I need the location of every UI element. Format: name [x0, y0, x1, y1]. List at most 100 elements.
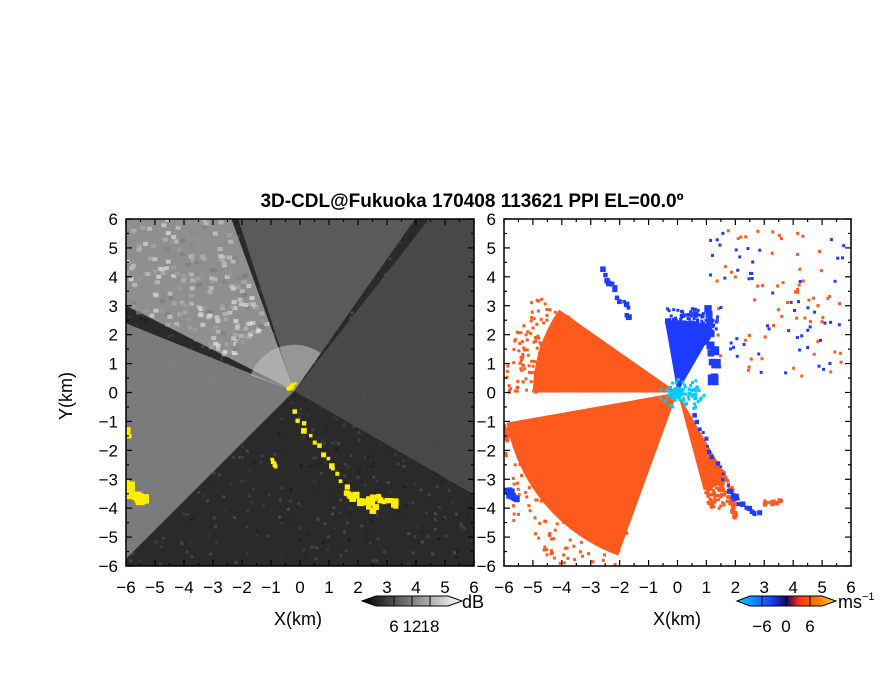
cloud-pixel — [176, 248, 182, 253]
velocity-pixel — [686, 317, 690, 321]
noise-pixel — [388, 491, 392, 495]
velocity-pixel — [520, 473, 524, 477]
cloud-pixel — [222, 312, 228, 317]
velocity-sector — [506, 392, 678, 556]
yellow-echo — [139, 494, 149, 504]
velocity-pixel — [545, 318, 549, 322]
approaching-echo — [623, 301, 630, 308]
velocity-pixel — [539, 369, 543, 373]
velocity-pixel — [555, 443, 559, 447]
velocity-pixel — [706, 493, 710, 497]
velocity-pixel — [551, 356, 555, 360]
noise-pixel — [339, 553, 343, 557]
noise-pixel — [330, 512, 334, 516]
noise-pixel — [266, 534, 270, 538]
velocity-pixel — [508, 433, 512, 437]
noise-pixel — [376, 537, 380, 541]
yellow-echo — [366, 497, 371, 502]
near-zero-pixel — [696, 400, 700, 404]
approaching-echo — [614, 295, 620, 301]
velocity-pixel — [531, 424, 535, 428]
velocity-pixel — [509, 423, 513, 427]
velocity-pixel — [554, 441, 558, 445]
velocity-pixel — [545, 442, 549, 446]
y-tick-label: 3 — [487, 297, 496, 316]
noise-pixel — [433, 528, 437, 532]
scatter-echo — [796, 252, 800, 256]
cloud-pixel — [159, 237, 165, 242]
cloud-pixel — [229, 304, 235, 309]
cloud-pixel — [235, 323, 241, 328]
scatter-echo — [803, 316, 807, 320]
noise-pixel — [372, 475, 376, 479]
velocity-pixel — [542, 548, 546, 552]
cloud-pixel — [228, 329, 234, 334]
cloud-pixel — [131, 229, 137, 234]
velocity-pixel — [547, 379, 551, 383]
near-zero-pixel — [663, 399, 667, 403]
cloud-pixel — [230, 286, 236, 291]
noise-pixel — [240, 444, 244, 448]
scatter-echo — [820, 320, 824, 324]
noise-pixel — [249, 500, 253, 504]
noise-pixel — [394, 453, 398, 457]
cloud-pixel — [188, 272, 194, 277]
approaching-echo — [711, 358, 721, 369]
scatter-echo — [759, 370, 763, 374]
noise-pixel — [336, 547, 340, 551]
noise-pixel — [363, 454, 367, 458]
velocity-pixel — [552, 537, 556, 541]
cloud-pixel — [201, 306, 207, 311]
reflectivity-colorbar-ticks: 6 12 18 — [389, 596, 439, 636]
velocity-pixel — [580, 524, 584, 528]
velocity-pixel — [587, 552, 591, 556]
noise-pixel — [366, 455, 370, 459]
noise-pixel — [290, 401, 294, 405]
velocity-pixel — [718, 484, 722, 488]
cloud-pixel — [220, 304, 226, 309]
scatter-echo — [771, 230, 775, 234]
noise-pixel — [373, 452, 377, 456]
cloud-pixel — [165, 219, 171, 222]
cloud-pixel — [97, 290, 102, 294]
velocity-pixel — [703, 475, 707, 479]
cloud-pixel — [179, 300, 185, 305]
scatter-echo — [792, 366, 796, 370]
cloud-pixel — [243, 326, 249, 331]
velocity-pixel — [560, 325, 564, 329]
noise-pixel — [220, 357, 224, 361]
velocity-pixel — [719, 475, 723, 479]
velocity-pixel — [701, 321, 705, 325]
x-tick-label: 2 — [731, 578, 740, 597]
velocity-pixel — [562, 448, 566, 452]
velocity-pixel — [689, 310, 693, 314]
cloud-pixel — [136, 310, 142, 315]
cloud-pixel — [157, 266, 163, 271]
yellow-echo — [387, 498, 393, 504]
noise-pixel — [370, 486, 374, 490]
velocity-pixel — [709, 487, 713, 491]
cloud-pixel — [188, 243, 194, 248]
noise-pixel — [245, 508, 249, 512]
velocity-pixel — [505, 369, 509, 373]
noise-pixel — [382, 514, 386, 518]
noise-pixel — [407, 501, 411, 505]
yellow-echo — [338, 479, 343, 484]
near-zero-pixel — [698, 398, 702, 402]
noise-pixel — [273, 452, 277, 456]
scatter-echo — [812, 296, 816, 300]
cloud-pixel — [140, 225, 146, 230]
cloud-pixel — [221, 263, 227, 268]
velocity-pixel — [722, 502, 726, 506]
velocity-pixel — [572, 544, 576, 548]
receding-echo — [626, 454, 630, 458]
velocity-pixel — [601, 558, 605, 562]
near-zero-pixel — [687, 391, 691, 395]
velocity-pixel — [524, 490, 528, 494]
noise-pixel — [349, 454, 353, 458]
scatter-echo — [796, 287, 800, 291]
velocity-pixel — [530, 450, 534, 454]
cloud-pixel — [180, 273, 186, 278]
velocity-pixel — [566, 556, 570, 560]
velocity-pixel — [512, 347, 516, 351]
